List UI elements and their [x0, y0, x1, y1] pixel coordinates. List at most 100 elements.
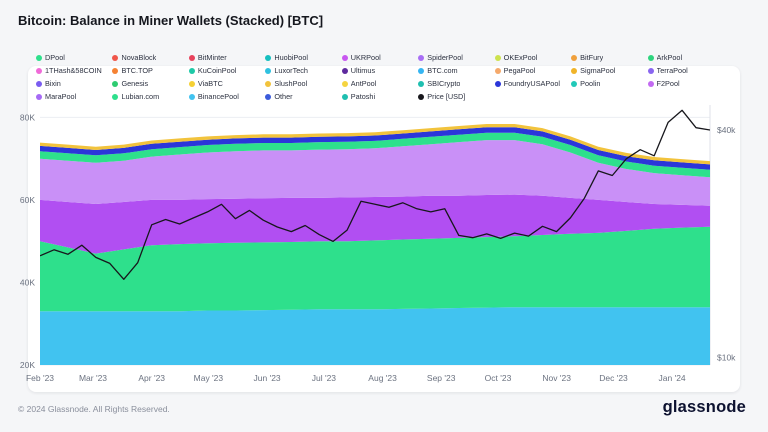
legend-dot-icon	[36, 54, 42, 61]
legend-item-bitminter[interactable]: BitMinter	[188, 52, 261, 63]
svg-text:80K: 80K	[20, 112, 35, 122]
legend-item-sigmapool[interactable]: SigmaPool	[571, 65, 643, 76]
legend-item-other[interactable]: Other	[265, 91, 337, 102]
legend-label: KuCoinPool	[197, 66, 237, 75]
legend-label: BTC.com	[427, 66, 458, 75]
legend-dot-icon	[265, 67, 272, 74]
svg-text:Aug '23: Aug '23	[368, 373, 397, 383]
legend-label: DPool	[45, 53, 65, 62]
legend-item-lubian-com[interactable]: Lubian.com	[112, 91, 184, 102]
legend-label: OKExPool	[503, 53, 538, 62]
legend-dot-icon	[265, 54, 272, 61]
legend-label: TerraPool	[656, 66, 688, 75]
legend-label: Ultimus	[350, 66, 376, 75]
legend-item-f2pool[interactable]: F2Pool	[647, 78, 720, 89]
legend-label: 1THash&58COIN	[45, 66, 102, 75]
legend-label: Bixin	[45, 79, 61, 88]
legend-label: Patoshi	[350, 92, 376, 101]
svg-text:Jul '23: Jul '23	[312, 373, 337, 383]
legend-dot-icon	[112, 93, 119, 100]
legend-dot-icon	[265, 80, 272, 87]
legend-item-btc-top[interactable]: BTC.TOP	[112, 65, 184, 76]
legend-item-spiderpool[interactable]: SpiderPool	[418, 52, 490, 63]
legend-item-luxortech[interactable]: LuxorTech	[265, 65, 337, 76]
legend-dot-icon	[112, 67, 119, 74]
legend-dot-icon	[418, 54, 425, 61]
svg-text:Oct '23: Oct '23	[485, 373, 512, 383]
legend-dot-icon	[188, 54, 195, 61]
legend-label: AntPool	[350, 79, 377, 88]
legend-label: BTC.TOP	[121, 66, 153, 75]
svg-text:60K: 60K	[20, 195, 35, 205]
legend-item-antpool[interactable]: AntPool	[341, 78, 414, 89]
legend-dot-icon	[341, 80, 348, 87]
legend-item-bixin[interactable]: Bixin	[36, 78, 108, 89]
legend-item-dpool[interactable]: DPool	[36, 52, 108, 63]
svg-text:Nov '23: Nov '23	[542, 373, 571, 383]
legend-item-bitfury[interactable]: BitFury	[571, 52, 643, 63]
legend-item-slushpool[interactable]: SlushPool	[265, 78, 337, 89]
legend-label: F2Pool	[656, 79, 680, 88]
legend-label: UKRPool	[350, 53, 381, 62]
legend-item-1thash-58coin[interactable]: 1THash&58COIN	[36, 65, 108, 76]
legend-dot-icon	[418, 93, 425, 100]
legend-item-sbicrypto[interactable]: SBICrypto	[418, 78, 490, 89]
legend-item-kucoinpool[interactable]: KuCoinPool	[188, 65, 261, 76]
legend-item-ukrpool[interactable]: UKRPool	[341, 52, 414, 63]
legend-item-terrapool[interactable]: TerraPool	[647, 65, 720, 76]
glassnode-logo: glassnode	[662, 398, 746, 416]
svg-text:Dec '23: Dec '23	[599, 373, 628, 383]
legend-dot-icon	[36, 80, 42, 87]
legend-label: ArkPool	[656, 53, 683, 62]
legend-dot-icon	[418, 67, 425, 74]
legend-dot-icon	[341, 93, 348, 100]
legend-item-foundryusapool[interactable]: FoundryUSAPool	[494, 78, 567, 89]
legend-item-binancepool[interactable]: BinancePool	[188, 91, 261, 102]
legend-item-marapool[interactable]: MaraPool	[36, 91, 108, 102]
miner-balance-stacked-chart[interactable]: 20K 40K 60K 80K $10k $40k Feb '23 Mar '23 Apr '2…	[8, 100, 760, 392]
legend-dot-icon	[112, 54, 119, 61]
legend-dot-icon	[571, 54, 578, 61]
legend-item-okexpool[interactable]: OKExPool	[494, 52, 567, 63]
legend-label: SigmaPool	[580, 66, 616, 75]
legend-label: BitFury	[580, 53, 604, 62]
legend-label: MaraPool	[45, 92, 77, 101]
legend-item-novablock[interactable]: NovaBlock	[112, 52, 184, 63]
legend-dot-icon	[341, 54, 348, 61]
legend-dot-icon	[571, 80, 578, 87]
legend-dot-icon	[188, 80, 195, 87]
svg-text:40K: 40K	[20, 278, 35, 288]
legend-dot-icon	[571, 67, 578, 74]
legend-dot-icon	[265, 93, 272, 100]
svg-text:Jan '24: Jan '24	[659, 373, 686, 383]
legend-dot-icon	[112, 80, 119, 87]
legend-item-arkpool[interactable]: ArkPool	[647, 52, 720, 63]
legend-label: Genesis	[121, 79, 149, 88]
legend-dot-icon	[341, 67, 348, 74]
svg-text:Sep '23: Sep '23	[427, 373, 456, 383]
svg-text:$10k: $10k	[717, 352, 736, 362]
page-title: Bitcoin: Balance in Miner Wallets (Stack…	[18, 13, 324, 28]
legend-item-btc-com[interactable]: BTC.com	[418, 65, 490, 76]
svg-text:Apr '23: Apr '23	[138, 373, 165, 383]
legend-label: BitMinter	[197, 53, 227, 62]
legend-item-price-usd-[interactable]: Price [USD]	[418, 91, 490, 102]
legend-item-ultimus[interactable]: Ultimus	[341, 65, 414, 76]
legend-dot-icon	[647, 67, 654, 74]
legend-item-huobipool[interactable]: HuobiPool	[265, 52, 337, 63]
legend-dot-icon	[188, 93, 195, 100]
legend-item-viabtc[interactable]: ViaBTC	[188, 78, 261, 89]
legend-dot-icon	[494, 80, 501, 87]
legend-dot-icon	[494, 54, 501, 61]
legend-item-pegapool[interactable]: PegaPool	[494, 65, 567, 76]
legend-label: SBICrypto	[427, 79, 461, 88]
svg-text:$40k: $40k	[717, 125, 736, 135]
legend-label: SpiderPool	[427, 53, 463, 62]
legend-label: FoundryUSAPool	[503, 79, 561, 88]
legend-item-poolin[interactable]: Poolin	[571, 78, 643, 89]
legend-item-genesis[interactable]: Genesis	[112, 78, 184, 89]
svg-text:Feb '23: Feb '23	[26, 373, 54, 383]
legend-item-patoshi[interactable]: Patoshi	[341, 91, 414, 102]
legend-label: Lubian.com	[121, 92, 160, 101]
